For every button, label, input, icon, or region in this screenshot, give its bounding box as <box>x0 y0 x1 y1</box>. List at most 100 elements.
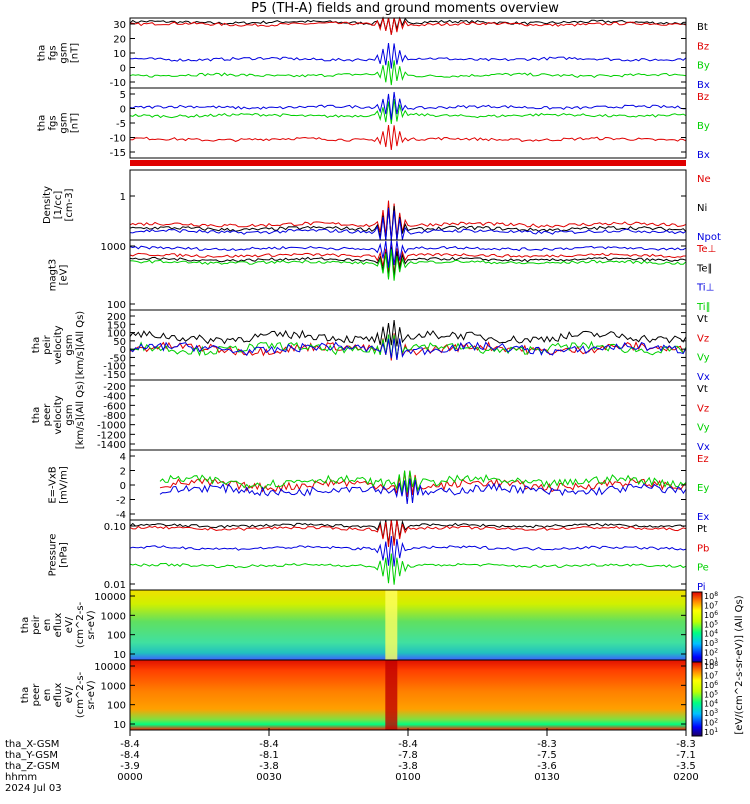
panel-frame <box>129 379 687 451</box>
y-tick-label: -10 <box>110 78 126 89</box>
legend-Bx: Bx <box>697 150 710 161</box>
colorbar-tick-label: 102 <box>704 718 718 728</box>
x-tick-label: -3.8 <box>259 761 279 772</box>
series-Bx <box>129 91 686 120</box>
y-tick-label: 5 <box>120 90 126 101</box>
plot-area <box>130 380 686 450</box>
y-tick-label: 10000 <box>94 592 126 603</box>
y-tick-label: -150 <box>103 370 126 381</box>
series-Bt <box>129 16 687 35</box>
panel-fgs-gsm-nobt: 5 0 -5 -10 -15 thafgsgsm[nT] Bz By Bx <box>37 87 710 161</box>
y-tick-label: -100 <box>103 362 126 373</box>
y-tick-label: 0.01 <box>104 580 126 591</box>
y-tick-label: 150 <box>107 320 126 331</box>
series-Pe <box>129 553 687 585</box>
legend-Vy: Vy <box>697 353 710 364</box>
y-axis-label-line: tha <box>31 337 42 353</box>
x-tick-label: -3.5 <box>676 761 696 772</box>
legend-Pb: Pb <box>697 543 709 554</box>
y-tick-label: -1400 <box>97 440 126 451</box>
legend-By: By <box>697 61 710 72</box>
y-axis-label-line: sr-eV) <box>86 680 97 709</box>
y-tick-label: 10 <box>113 650 126 661</box>
legend-Vt: Vt <box>697 314 708 325</box>
y-tick-label: -1200 <box>97 430 126 441</box>
spectrogram-fill <box>130 590 686 660</box>
series-Vx <box>129 338 687 360</box>
colorbar-tick-label: 107 <box>704 670 718 680</box>
y-axis-label-line: peer <box>42 403 53 427</box>
plot-area <box>130 18 686 88</box>
panel-pressure: 0.10 0.01 Pressure[nPa] Pt Pb Pe Pi <box>48 519 709 593</box>
series-Vz <box>129 333 687 361</box>
y-axis-label-line: [nPa] <box>59 542 70 568</box>
y-axis-label-line: eV/ <box>64 686 75 703</box>
y-axis-label-line: sr-eV) <box>86 610 97 639</box>
legend-Npot: Npot <box>697 232 721 243</box>
y-tick-label: 0.10 <box>104 522 126 533</box>
colorbar-2 <box>691 661 703 737</box>
legend-Te⊥: Te⊥ <box>696 244 716 255</box>
y-axis-label: thafgsgsm[nT] <box>37 112 81 133</box>
y-axis-label-line: [km/s](All Qs) <box>75 381 86 449</box>
y-tick-label: 100 <box>107 329 126 340</box>
y-tick-label: 100 <box>107 701 126 712</box>
y-tick-label: 0 <box>120 64 126 75</box>
legend-Pi: Pi <box>697 582 706 593</box>
colorbar-1 <box>691 591 703 667</box>
y-axis-label-line: tha <box>20 617 31 633</box>
y-axis-label-line: [nT] <box>70 113 81 133</box>
x-row-label: hhmm <box>5 772 37 783</box>
y-tick-label: -400 <box>103 392 126 403</box>
spectrogram-fill <box>130 660 686 730</box>
y-tick-label: 0 <box>120 481 126 492</box>
y-axis-label-line: tha <box>20 687 31 703</box>
panel-peir-spec: 10000 1000 100 10 thapeirenefluxeV/(cm^2-s-s… <box>20 589 687 661</box>
colorbar-tick-label: 108 <box>704 661 718 671</box>
legend-Vz: Vz <box>697 403 709 414</box>
series-Ex <box>159 478 687 505</box>
legend-Ez: Ez <box>697 454 709 465</box>
spectrogram-feature <box>385 660 398 730</box>
legend-Ni: Ni <box>697 203 707 214</box>
legend-Vt: Vt <box>697 384 708 395</box>
y-axis-label-line: eV/ <box>64 616 75 633</box>
x-row-label: 2024 Jul 03 <box>5 783 62 794</box>
colorbar-tick-label: 105 <box>704 689 718 699</box>
x-tick-label: -8.3 <box>537 739 557 750</box>
y-axis-label-line: (cm^2-s- <box>75 601 86 648</box>
series-Ne <box>129 200 687 241</box>
colorbar-tick-label: 106 <box>704 610 718 620</box>
y-axis-label-line: [mV/m] <box>59 466 70 504</box>
y-axis-label-line: [eV] <box>59 265 70 286</box>
panel-frame <box>129 87 687 159</box>
y-axis-label-line: velocity <box>53 395 64 434</box>
series-Ti⊥ <box>129 239 687 268</box>
chart-title: P5 (TH-A) fields and ground moments over… <box>251 1 559 16</box>
series-Ni <box>129 206 687 241</box>
y-axis-label-line: [1/cc] <box>53 191 64 220</box>
y-tick-label: -800 <box>103 411 126 422</box>
legend-Ti∥: Ti∥ <box>696 302 711 313</box>
series-Npot <box>129 208 687 241</box>
legend-Bx: Bx <box>697 80 710 91</box>
panel-density: 1 Density[1/cc][cm-3] Ne Ni Npot <box>42 169 721 243</box>
y-axis-label-line: (cm^2-s- <box>75 671 86 718</box>
y-axis-label-line: Density <box>42 186 53 224</box>
series-Bz <box>129 125 687 151</box>
panel-temperature: 1000 100 magt3[eV] Te⊥ Te∥ Ti⊥ Ti∥ <box>48 239 716 313</box>
series-Ey <box>159 470 687 494</box>
y-axis-label-line: [nT] <box>70 43 81 63</box>
panel-fgs-gsm: 30 20 10 0 -10 thafgsgsm[nT] Bt Bz By Bx <box>37 16 710 91</box>
legend-Vx: Vx <box>697 442 710 453</box>
y-tick-label: -600 <box>103 401 126 412</box>
y-tick-label: 1000 <box>101 681 126 692</box>
series-Bz <box>129 17 687 35</box>
colorbar-tick-label: 106 <box>704 680 718 690</box>
y-tick-label: -2 <box>116 496 126 507</box>
y-axis-label-line: magt3 <box>48 259 59 292</box>
y-axis-label-line: gsm <box>59 112 70 133</box>
x-row-label: tha_Y-GSM <box>5 750 58 761</box>
